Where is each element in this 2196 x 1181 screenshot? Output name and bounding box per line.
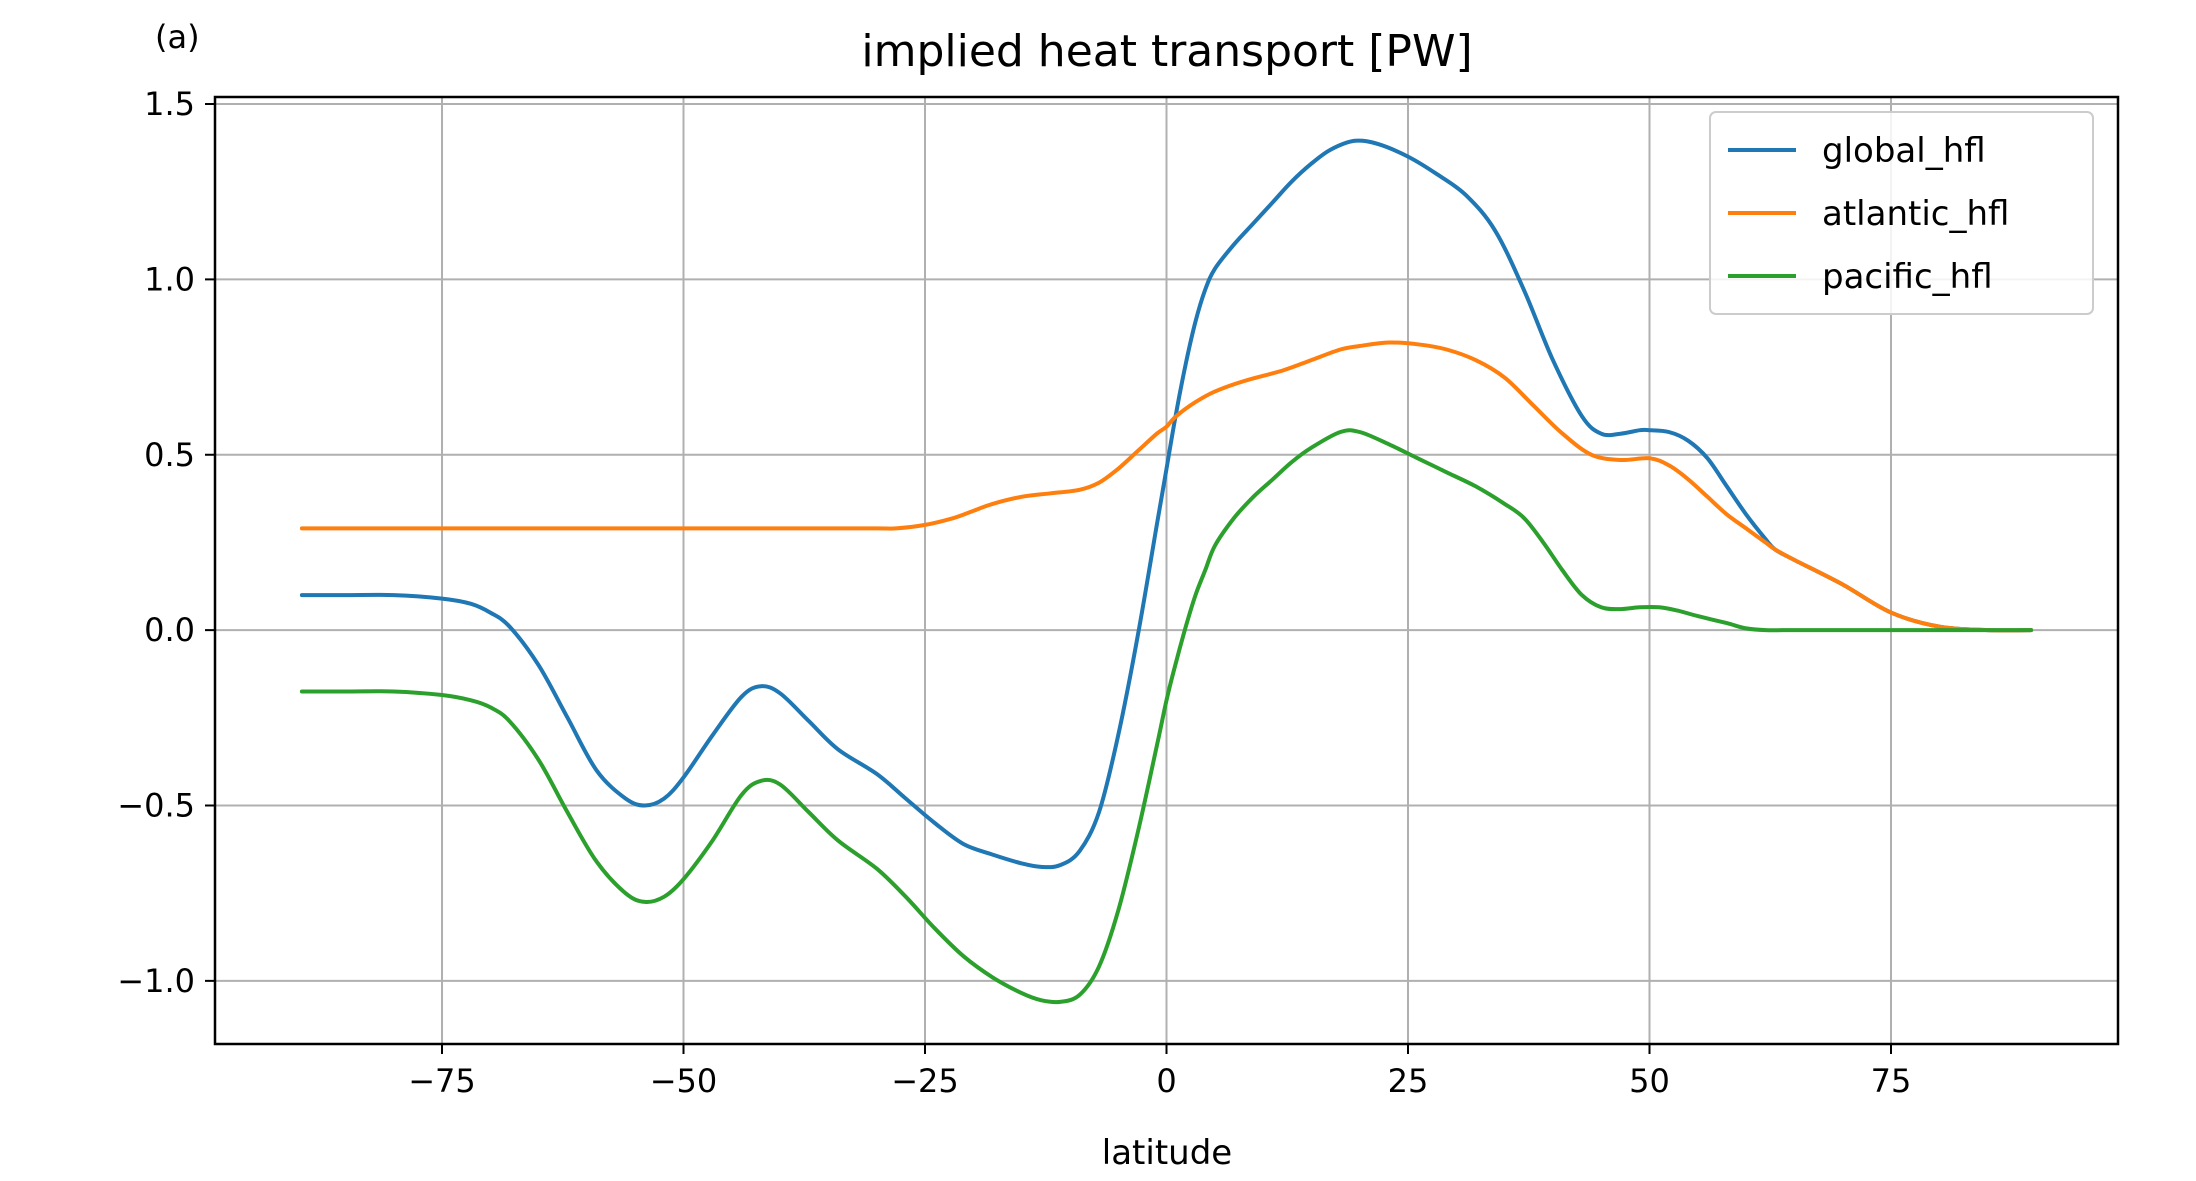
y-tick-label: 1.0 — [144, 260, 195, 298]
y-tick-label: 0.5 — [144, 436, 195, 474]
legend-label: global_hfl — [1822, 131, 1986, 171]
x-tick-label: −25 — [891, 1062, 959, 1100]
y-tick-label: −1.0 — [117, 962, 195, 1000]
series-lines — [299, 138, 2034, 1005]
y-tick-label: 1.5 — [144, 85, 195, 123]
y-tick-label: 0.0 — [144, 611, 195, 649]
y-tick-label: −0.5 — [117, 786, 195, 824]
series-line-pacific-hfl — [299, 428, 2034, 1005]
x-tick-label: −75 — [408, 1062, 476, 1100]
legend-label: atlantic_hfl — [1822, 194, 2009, 234]
x-tick-label: 25 — [1388, 1062, 1429, 1100]
panel-label: (a) — [155, 18, 200, 56]
y-axis: −1.0 −0.5 0.0 0.5 1.0 1.5 — [117, 85, 215, 1000]
chart-title: implied heat transport [PW] — [861, 26, 1472, 77]
x-tick-label: 50 — [1629, 1062, 1670, 1100]
legend-label: pacific_hfl — [1822, 257, 1993, 297]
legend: global_hfl atlantic_hfl pacific_hfl — [1709, 111, 2094, 315]
x-tick-label: 0 — [1156, 1062, 1176, 1100]
series-line-atlantic-hfl — [299, 340, 2034, 633]
x-axis: −75 −50 −25 0 25 50 75 — [408, 1044, 1911, 1100]
x-axis-label: latitude — [1102, 1133, 1232, 1173]
x-tick-label: −50 — [650, 1062, 718, 1100]
legend-box — [1709, 111, 2094, 315]
x-tick-label: 75 — [1871, 1062, 1912, 1100]
series-line-global-hfl — [299, 138, 2034, 870]
